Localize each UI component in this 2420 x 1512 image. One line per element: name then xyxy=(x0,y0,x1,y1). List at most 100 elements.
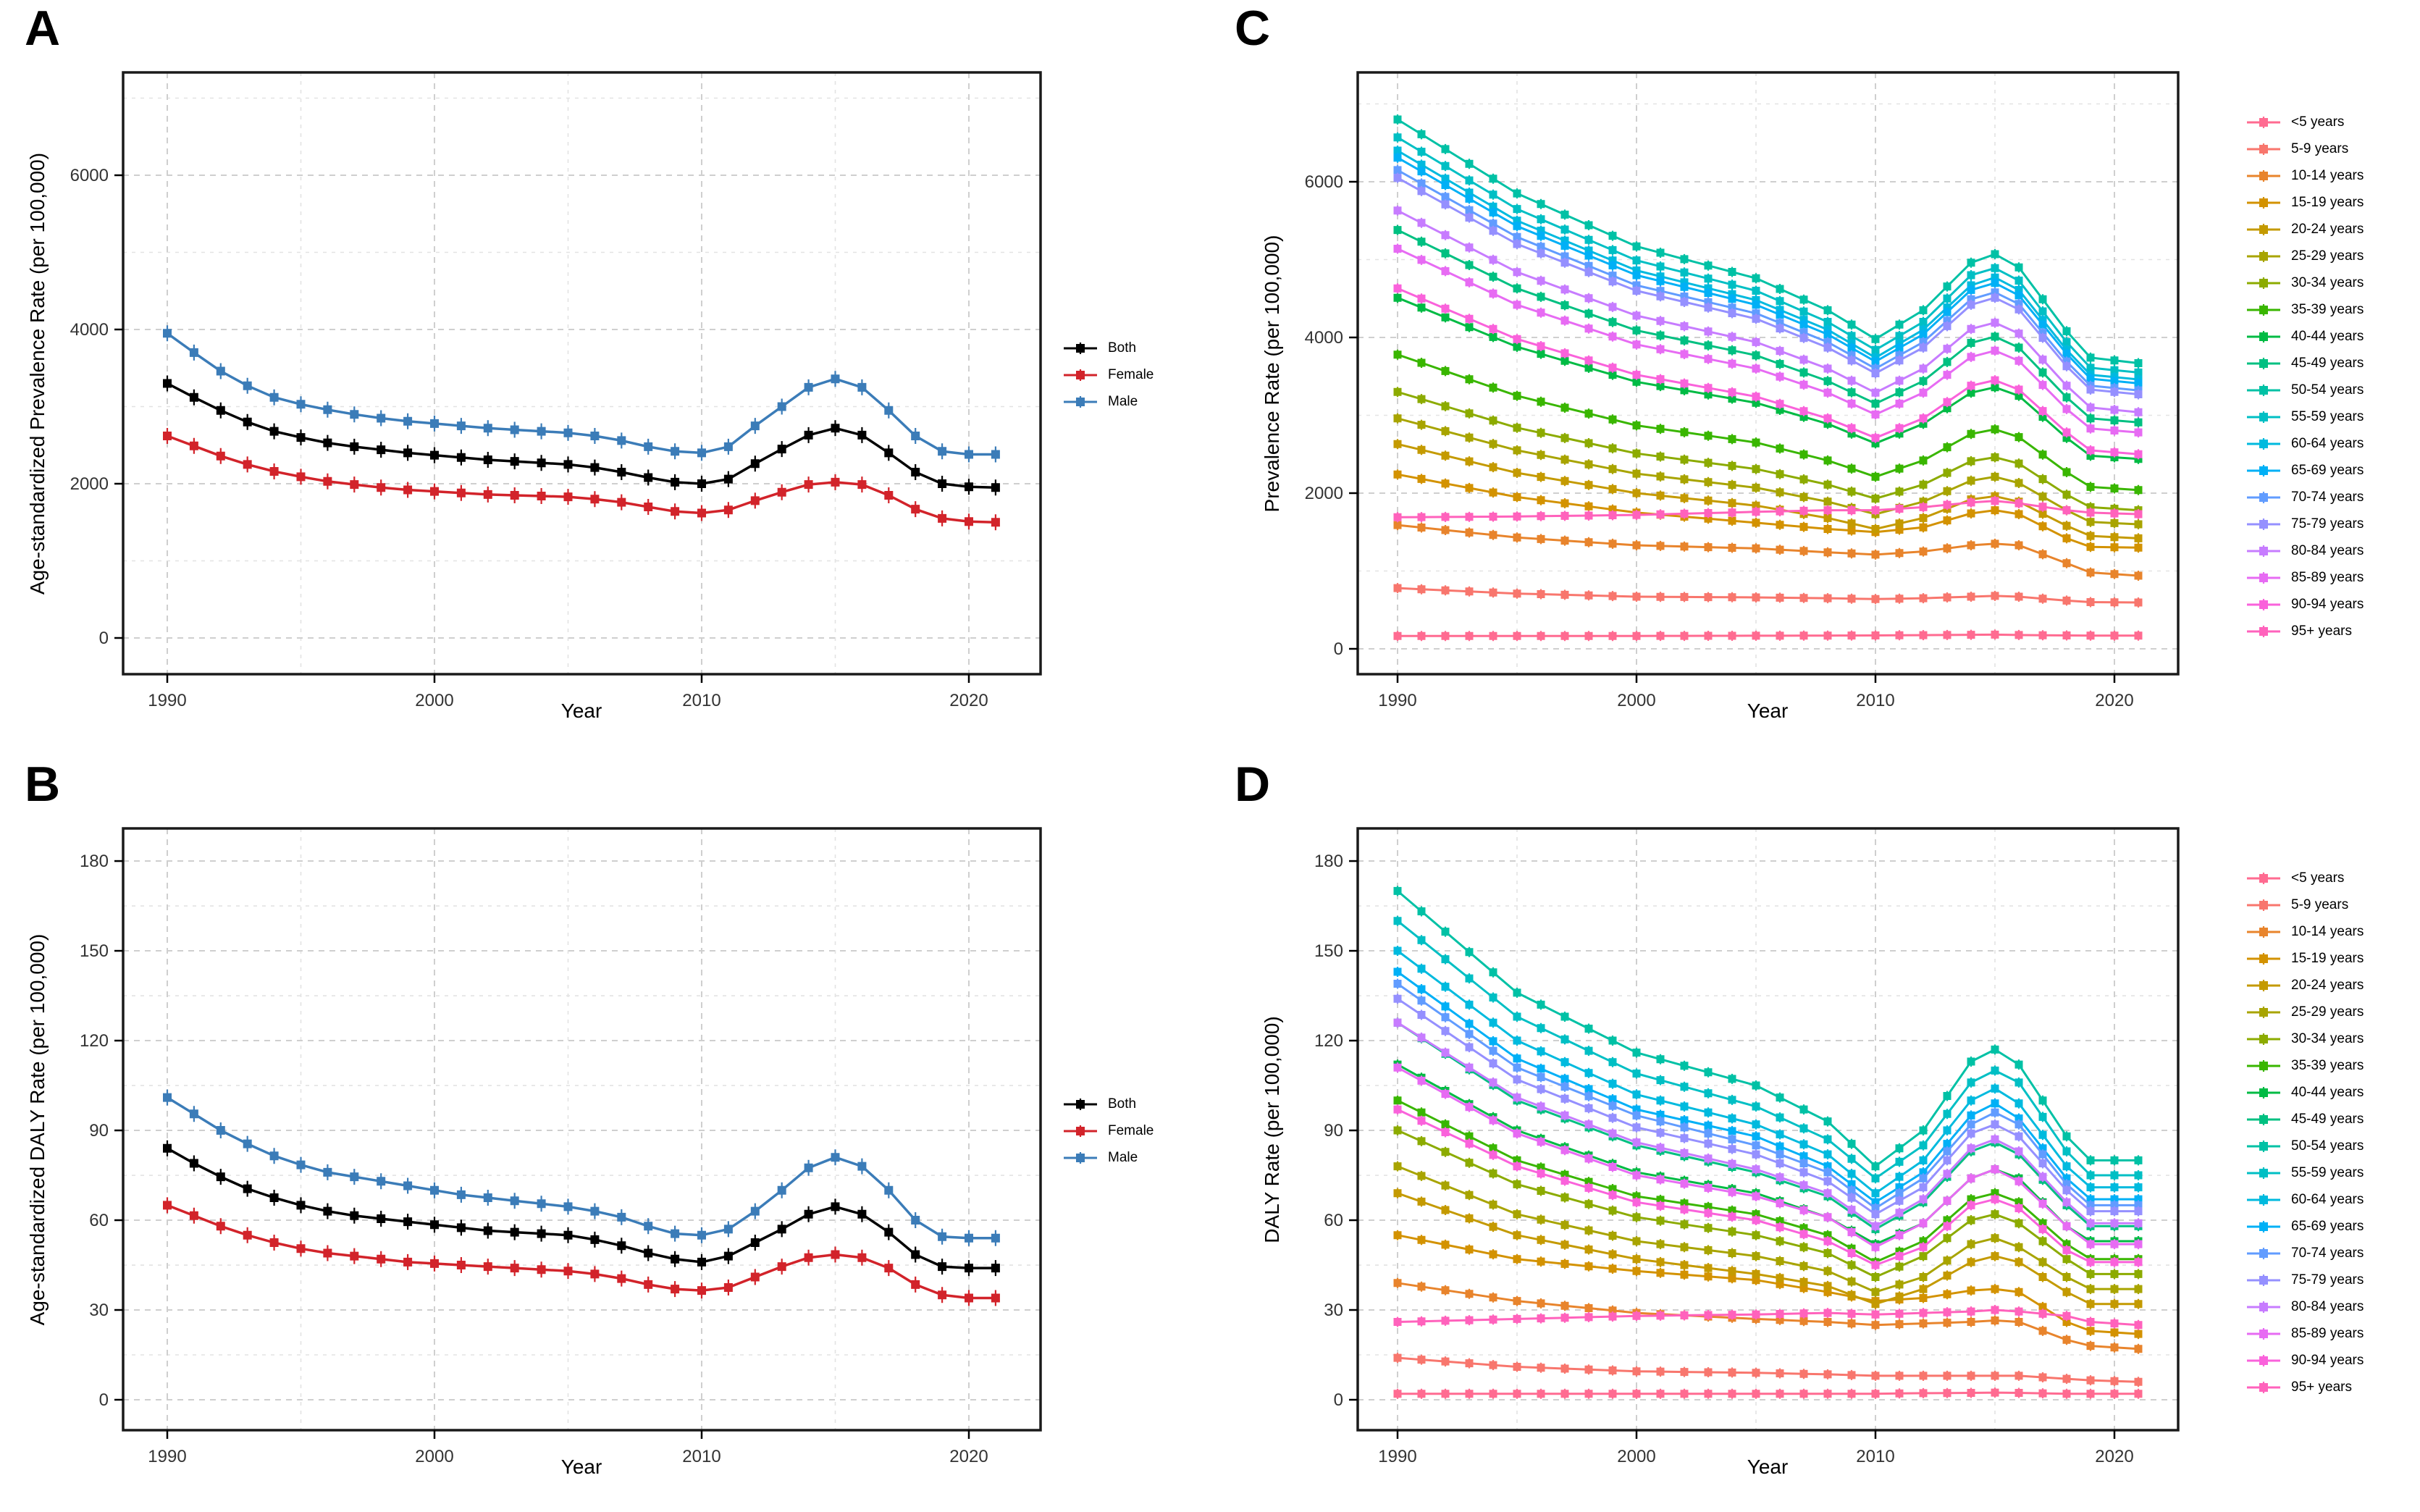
legend-item-20-24-years: 20-24 years xyxy=(2245,972,2364,999)
series-lines xyxy=(1393,114,2143,642)
legend-item-both: Both xyxy=(1062,335,1154,361)
series-both xyxy=(163,1140,1000,1277)
series-80-84-years xyxy=(1393,1017,2143,1232)
legend-key-icon xyxy=(2247,411,2280,423)
legend-label: 80-84 years xyxy=(2291,542,2364,558)
legend-item-90-94-years: 90-94 years xyxy=(2245,1347,2364,1374)
series-lines xyxy=(163,325,1000,531)
legend-key-icon xyxy=(1064,1098,1097,1110)
legend-key-icon xyxy=(2247,169,2280,182)
legend-item-30-34-years: 30-34 years xyxy=(2245,1025,2364,1052)
legend-key-icon xyxy=(2247,1193,2280,1206)
svg-text:2000: 2000 xyxy=(1617,1447,1655,1466)
legend-label: 85-89 years xyxy=(2291,569,2364,585)
legend-label: 55-59 years xyxy=(2291,1164,2364,1180)
series-15-19-years xyxy=(1393,1230,2143,1340)
gridlines xyxy=(123,828,1041,1430)
panel-b: B Age-standardized DALY Rate (per 100,00… xyxy=(0,756,1210,1512)
series-55-59-years xyxy=(1393,915,2143,1184)
series-lines xyxy=(1393,886,2143,1399)
series--5-years xyxy=(1393,1387,2143,1399)
legend-label: 40-44 years xyxy=(2291,1084,2364,1100)
legend-label: 5-9 years xyxy=(2291,896,2349,912)
svg-text:180: 180 xyxy=(1314,852,1343,871)
svg-text:120: 120 xyxy=(1314,1031,1343,1051)
svg-text:2010: 2010 xyxy=(1856,1447,1894,1466)
legend-key-icon xyxy=(2247,1059,2280,1072)
panel-label-b: B xyxy=(25,757,61,812)
series-70-74-years xyxy=(1393,978,2143,1214)
legend-label: 30-34 years xyxy=(2291,1030,2364,1046)
legend-item-90-94-years: 90-94 years xyxy=(2245,591,2364,618)
legend-item-55-59-years: 55-59 years xyxy=(2245,1159,2364,1186)
legend-item-50-54-years: 50-54 years xyxy=(2245,1133,2364,1159)
legend-key-icon xyxy=(2247,545,2280,557)
legend-label: 80-84 years xyxy=(2291,1298,2364,1314)
legend-item-70-74-years: 70-74 years xyxy=(2245,484,2364,511)
legend-label: <5 years xyxy=(2291,114,2345,130)
legend-label: 70-74 years xyxy=(2291,489,2364,505)
plot-area-a: 1990 2000 2010 2020 0 2000 4000 6000 xyxy=(70,71,1042,710)
series-35-39-years xyxy=(1393,349,2143,495)
svg-text:6000: 6000 xyxy=(1305,172,1343,192)
series-both xyxy=(163,375,1000,496)
legend-key-icon xyxy=(2247,1247,2280,1259)
x-axis-title-c: Year xyxy=(1747,700,1789,722)
svg-text:2000: 2000 xyxy=(1617,691,1655,710)
legend-key-icon xyxy=(2247,1006,2280,1018)
legend-key-icon xyxy=(2247,1033,2280,1045)
legend-key-icon xyxy=(2247,979,2280,991)
svg-text:2010: 2010 xyxy=(682,1447,720,1466)
legend-item-50-54-years: 50-54 years xyxy=(2245,377,2364,403)
legend-item-55-59-years: 55-59 years xyxy=(2245,403,2364,430)
legend-item-40-44-years: 40-44 years xyxy=(2245,1079,2364,1106)
x-axis-title-a: Year xyxy=(560,700,602,722)
legend-key-icon xyxy=(2247,1167,2280,1179)
legend-item-75-79-years: 75-79 years xyxy=(2245,1267,2364,1293)
svg-text:2020: 2020 xyxy=(2095,691,2133,710)
series-15-19-years xyxy=(1393,469,2143,553)
series-95+-years xyxy=(1393,1305,2143,1330)
axis-ticks: 1990 2000 2010 2020 0 30 60 90 120 150 180 xyxy=(80,852,988,1466)
svg-text:2010: 2010 xyxy=(1856,691,1894,710)
panel-label-c: C xyxy=(1235,1,1271,56)
legend-key-icon xyxy=(2247,1086,2280,1099)
series-90-94-years xyxy=(1393,283,2143,460)
legend-label: 20-24 years xyxy=(2291,977,2364,993)
legend-label: <5 years xyxy=(2291,870,2345,886)
legend-label: 65-69 years xyxy=(2291,1218,2364,1234)
series-30-34-years xyxy=(1393,1125,2143,1282)
legend-key-icon xyxy=(2247,303,2280,316)
svg-text:4000: 4000 xyxy=(70,320,109,340)
plot-area-c: 1990 2000 2010 2020 0 2000 4000 6000 xyxy=(1305,71,2180,710)
legend-label: 45-49 years xyxy=(2291,355,2364,371)
legend-item--5-years: <5 years xyxy=(2245,109,2364,135)
series-85-89-years xyxy=(1393,243,2143,438)
svg-text:2000: 2000 xyxy=(415,1447,453,1466)
legend-label: 95+ years xyxy=(2291,1379,2352,1395)
legend-item--5-years: <5 years xyxy=(2245,865,2364,891)
legend-key-icon xyxy=(1064,1125,1097,1137)
panel-border xyxy=(122,827,1042,1432)
x-axis-title-d: Year xyxy=(1747,1456,1789,1478)
panel-border xyxy=(122,71,1042,676)
series-65-69-years xyxy=(1393,152,2143,389)
svg-text:2020: 2020 xyxy=(949,1447,988,1466)
legend-label: 50-54 years xyxy=(2291,1138,2364,1154)
legend-key-icon xyxy=(1064,1151,1097,1164)
legend-d: <5 years 5-9 years 10-14 years 15-19 years 2… xyxy=(2245,865,2364,1400)
series-female xyxy=(163,428,1000,531)
legend-key-icon xyxy=(2247,899,2280,911)
legend-label: 50-54 years xyxy=(2291,382,2364,398)
series-60-64-years xyxy=(1393,946,2143,1198)
series-50-54-years xyxy=(1393,114,2143,369)
legend-label: 25-29 years xyxy=(2291,248,2364,264)
legend-item-25-29-years: 25-29 years xyxy=(2245,243,2364,269)
legend-key-icon xyxy=(2247,491,2280,503)
legend-item-male: Male xyxy=(1062,1144,1154,1171)
legend-label: 15-19 years xyxy=(2291,194,2364,210)
svg-text:0: 0 xyxy=(1334,1390,1343,1410)
series-5-9-years xyxy=(1393,1353,2143,1387)
legend-key-icon xyxy=(2247,598,2280,610)
